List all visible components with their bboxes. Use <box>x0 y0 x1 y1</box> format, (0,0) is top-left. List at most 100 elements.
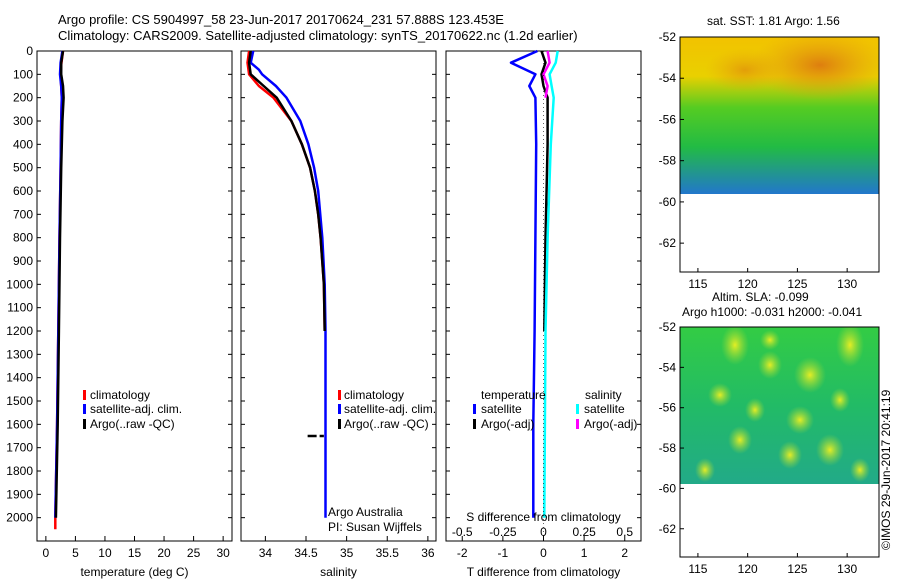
sal-series-red <box>246 50 326 332</box>
sal-xtick-label: 36 <box>421 546 435 560</box>
temp-ytick-label: 400 <box>13 137 33 151</box>
sal-legend-label: satellite-adj. clim. <box>344 402 436 416</box>
temp-series-black <box>54 50 65 518</box>
temp-xtick-label: 25 <box>187 546 201 560</box>
sla_map-ytick-label: -58 <box>659 441 677 455</box>
temp-ytick-label: 600 <box>13 184 33 198</box>
sla-map: Altim. SLA: -0.099 Argo h1000: -0.031 h2… <box>659 290 880 576</box>
sal-panel: 34 34.5 35 35.5 36 salinity climatologysatelli… <box>241 50 436 579</box>
temp-ytick-label: 1200 <box>6 324 33 338</box>
sla_map-ytick-label: -54 <box>659 360 677 374</box>
sla_map-xtick-label: 125 <box>787 562 807 576</box>
sla-anomaly-blob <box>708 383 732 407</box>
sst_map-ytick-label: -54 <box>659 71 677 85</box>
temp-xtick-label: 15 <box>128 546 142 560</box>
sal-xtick-label: 34.5 <box>294 546 318 560</box>
sla_map-ytick-label: -60 <box>659 481 677 495</box>
sla-map-title-2: Argo h1000: -0.031 h2000: -0.041 <box>682 305 862 319</box>
temp-legend-label: satellite-adj. clim. <box>90 402 182 416</box>
temp-ytick-label: 1000 <box>6 277 33 291</box>
diff-xtick-label: -1 <box>498 546 509 560</box>
sla-anomaly-blob <box>760 330 780 350</box>
sla-map-frame <box>679 326 880 558</box>
temp-ytick-label: 1600 <box>6 417 33 431</box>
diff-top-tick-label: 0 <box>540 525 547 539</box>
temp-ytick-label: 700 <box>13 207 33 221</box>
temp-panel-frame <box>36 50 233 542</box>
sst_map-xtick-label: 125 <box>787 277 807 291</box>
sla-anomaly-blob <box>850 458 870 482</box>
sst_map-xtick-label: 115 <box>688 277 707 291</box>
sla-no-data-region <box>680 484 879 557</box>
sla-anomaly-blob <box>778 441 802 469</box>
diff-legend-swatch-magenta <box>576 419 579 429</box>
sst_map-ytick-label: -58 <box>659 154 677 168</box>
sla_map-ytick-label: -56 <box>659 401 677 415</box>
temp-xtick-label: 5 <box>72 546 79 560</box>
sla-anomaly-blob <box>745 398 765 422</box>
diff-xtick-label: 1 <box>581 546 588 560</box>
diff-series-cyan <box>543 50 559 518</box>
temp-ytick-label: 300 <box>13 114 33 128</box>
title-line-1: Argo profile: CS 5904997_58 23-Jun-2017 … <box>58 12 504 27</box>
diff-series-blue <box>509 49 538 518</box>
sst_map-ytick-label: -52 <box>659 30 677 44</box>
diff-top-label: S difference from climatology <box>466 510 621 524</box>
sla_map-ytick-label: -52 <box>659 320 677 334</box>
sla-anomaly-blob <box>830 388 850 412</box>
sal-legend-swatch-black <box>338 419 341 429</box>
sal-legend-swatch-red <box>338 390 341 400</box>
diff-xtick-label: 0 <box>540 546 547 560</box>
temp-legend-label: Argo(..raw -QC) <box>90 417 175 431</box>
sal-legend-label: climatology <box>344 388 404 402</box>
sla-anomaly-blob <box>794 357 826 393</box>
sla-anomaly-blob <box>836 327 864 367</box>
sal-panel-frame <box>240 50 437 542</box>
diff-legend-label: satellite <box>481 402 522 416</box>
diff-top-tick-label: -0.25 <box>489 525 517 539</box>
sla_map-xtick-label: 120 <box>738 562 758 576</box>
temp-xtick-label: 20 <box>157 546 171 560</box>
diff-legend-swatch-blue <box>473 404 476 414</box>
diff-legend-label: satellite <box>584 402 625 416</box>
sla-anomaly-blob <box>758 351 782 379</box>
diff-legend-label: Argo(-adj) <box>481 417 534 431</box>
sla_map-xtick-label: 115 <box>688 562 707 576</box>
diff-legend-swatch-black <box>473 419 476 429</box>
temp-ytick-label: 900 <box>13 254 33 268</box>
temp-xtick-label: 30 <box>216 546 230 560</box>
temp-ytick-label: 1900 <box>6 487 33 501</box>
temp-panel: 0 5 10 15 20 25 30 temperature (deg C) 0 100 200 30… <box>6 44 232 579</box>
sst_map-xtick-label: 120 <box>738 277 758 291</box>
sla-anomaly-blob <box>728 426 752 454</box>
diff-legend-title-salinity: salinity <box>585 388 622 402</box>
temp-xlabel: temperature (deg C) <box>80 565 188 579</box>
temp-ytick-label: 1800 <box>6 464 33 478</box>
sal-xtick-label: 35.5 <box>376 546 400 560</box>
temp-ytick-label: 0 <box>26 44 33 58</box>
sal-xtick-label: 34 <box>259 546 273 560</box>
diff-top-tick-label: -0.5 <box>452 525 473 539</box>
temp-ytick-label: 500 <box>13 161 33 175</box>
diff-top-tick-label: 0.5 <box>616 525 633 539</box>
diff-xtick-label: 2 <box>621 546 628 560</box>
diff-series-magenta <box>542 50 551 98</box>
sal-series-blue <box>249 50 327 518</box>
temp-ytick-label: 200 <box>13 91 33 105</box>
sst-warm-region-2 <box>705 48 785 92</box>
sst-map-title: sat. SST: 1.81 Argo: 1.56 <box>707 14 840 28</box>
temp-ytick-label: 1700 <box>6 441 33 455</box>
diff-legend-swatch-cyan <box>576 404 579 414</box>
temp-ytick-label: 1300 <box>6 347 33 361</box>
sla-anomaly-blob <box>721 327 749 365</box>
diff-top-tick-label: 0.25 <box>572 525 596 539</box>
temp-xtick-label: 0 <box>43 546 50 560</box>
temp-ytick-label: 1500 <box>6 394 33 408</box>
temp-legend-swatch-blue <box>83 404 86 414</box>
temp-legend-swatch-red <box>83 390 86 400</box>
sal-legend-label: Argo(..raw -QC) <box>344 417 429 431</box>
temp-ytick-label: 1400 <box>6 371 33 385</box>
temp-ytick-label: 800 <box>13 231 33 245</box>
sst_map-xtick-label: 130 <box>837 277 857 291</box>
